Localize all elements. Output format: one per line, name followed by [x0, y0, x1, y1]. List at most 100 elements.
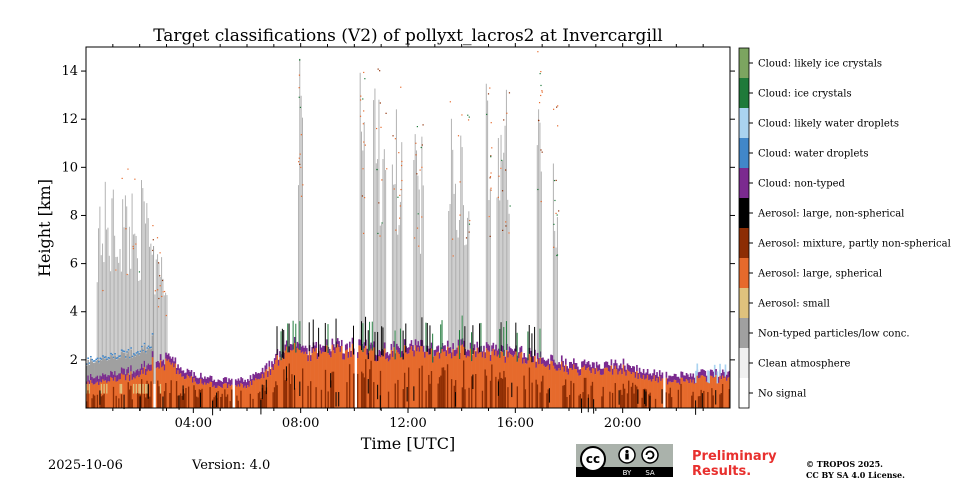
aerosol-column	[581, 367, 583, 408]
aerosol-column	[252, 379, 255, 408]
water-droplet-edge	[108, 357, 111, 359]
cloud-non-typed-edge	[208, 377, 210, 384]
particle-plume-column	[381, 223, 383, 384]
non-spherical-aerosol-mark	[661, 389, 663, 404]
aerosol-column	[402, 359, 405, 408]
cloud-edge-mark	[318, 327, 320, 357]
cloud-non-typed-edge	[275, 353, 277, 360]
aerosol-column	[727, 377, 729, 408]
particle-speck	[362, 168, 364, 170]
particle-plume-column	[539, 122, 541, 384]
colorbar-swatch	[739, 78, 749, 108]
particle-speck	[400, 188, 402, 191]
mixture-aerosol-column	[562, 385, 564, 408]
particle-speck	[489, 87, 491, 89]
particle-speck	[161, 279, 164, 282]
aerosol-column	[273, 364, 276, 408]
cloud-non-typed-edge	[242, 381, 245, 388]
particle-plume-column	[508, 213, 510, 384]
cloud-non-typed-edge	[571, 363, 574, 370]
aerosol-column	[617, 374, 619, 408]
particle-speck	[497, 196, 499, 198]
aerosol-column	[269, 375, 272, 408]
cloud-edge-mark	[441, 320, 443, 350]
cloud-edge-mark	[308, 322, 310, 352]
mixture-aerosol-column	[626, 393, 629, 408]
particle-speck	[398, 152, 400, 154]
water-droplet-edge	[135, 352, 138, 354]
cloud-non-typed-edge	[387, 355, 390, 362]
cloud-non-typed-edge	[642, 368, 645, 375]
cloud-non-typed-edge	[605, 361, 607, 368]
cloud-non-typed-edge	[570, 361, 572, 368]
particle-plume-column	[452, 149, 454, 384]
particle-speck	[399, 205, 401, 207]
aerosol-column	[516, 361, 519, 408]
cloud-non-typed-edge	[269, 369, 272, 376]
cloud-non-typed-edge	[88, 380, 91, 387]
aerosol-column	[181, 376, 183, 408]
cloud-non-typed-edge	[456, 347, 458, 354]
aerosol-column	[658, 376, 661, 408]
particle-speck	[416, 173, 418, 175]
mixture-aerosol-column	[680, 383, 682, 408]
cloud-non-typed-edge	[213, 379, 216, 386]
cloud-non-typed-edge	[271, 361, 273, 368]
aerosol-column	[292, 349, 295, 408]
particle-plume-column	[453, 193, 455, 384]
aerosol-column	[272, 369, 275, 408]
aerosol-column	[526, 363, 528, 408]
cloud-non-typed-edge	[146, 365, 149, 372]
cloud-non-typed-edge	[119, 373, 122, 380]
particle-speck	[298, 87, 300, 89]
water-droplet-edge	[102, 355, 104, 357]
cloud-non-typed-edge	[236, 380, 238, 387]
water-droplet-edge	[100, 358, 103, 360]
low-conc-column	[132, 355, 135, 378]
cloud-non-typed-edge	[546, 360, 548, 367]
water-droplet-edge	[116, 357, 119, 359]
aerosol-column	[163, 370, 166, 408]
particle-plume-column	[500, 134, 502, 384]
non-spherical-aerosol-mark	[178, 395, 180, 410]
mixture-aerosol-column	[352, 373, 355, 408]
cloud-non-typed-edge	[681, 371, 684, 378]
cloud-edge-mark	[312, 319, 314, 349]
water-droplet-edge	[151, 333, 154, 335]
cloud-non-typed-edge	[255, 372, 257, 379]
aerosol-column	[560, 361, 563, 408]
water-droplet-edge	[150, 346, 153, 349]
mixture-aerosol-column	[471, 376, 473, 408]
colorbar-swatch	[739, 198, 749, 228]
mixture-aerosol-column	[157, 380, 159, 408]
cloud-non-typed-edge	[689, 373, 692, 380]
particle-speck	[540, 71, 542, 73]
aerosol-column	[437, 351, 440, 408]
mixture-aerosol-column	[361, 371, 363, 408]
cloud-non-typed-edge	[699, 371, 701, 378]
mixture-aerosol-column	[115, 395, 118, 408]
preliminary-line-1: Preliminary	[692, 449, 777, 464]
particle-speck	[459, 214, 461, 216]
cloud-non-typed-edge	[484, 352, 487, 359]
particle-speck	[159, 252, 161, 254]
aerosol-column	[619, 369, 622, 408]
non-spherical-aerosol-mark	[200, 392, 202, 408]
cloud-non-typed-edge	[454, 349, 457, 356]
non-spherical-aerosol-mark	[182, 385, 184, 400]
aerosol-column	[242, 387, 245, 408]
particle-speck	[364, 197, 366, 199]
aerosol-column	[206, 383, 209, 408]
aerosol-column	[318, 356, 320, 408]
likely-water-mark	[707, 370, 709, 383]
water-droplet-edge	[91, 358, 94, 361]
aerosol-column	[618, 371, 621, 408]
cloud-non-typed-edge	[222, 377, 225, 384]
aerosol-column	[566, 372, 568, 408]
cloud-non-typed-edge	[178, 368, 181, 375]
aerosol-column	[106, 382, 108, 408]
water-droplet-edge	[98, 360, 100, 363]
mixture-aerosol-column	[495, 376, 497, 408]
cloud-non-typed-edge	[609, 365, 611, 372]
cloud-non-typed-edge	[629, 365, 632, 372]
